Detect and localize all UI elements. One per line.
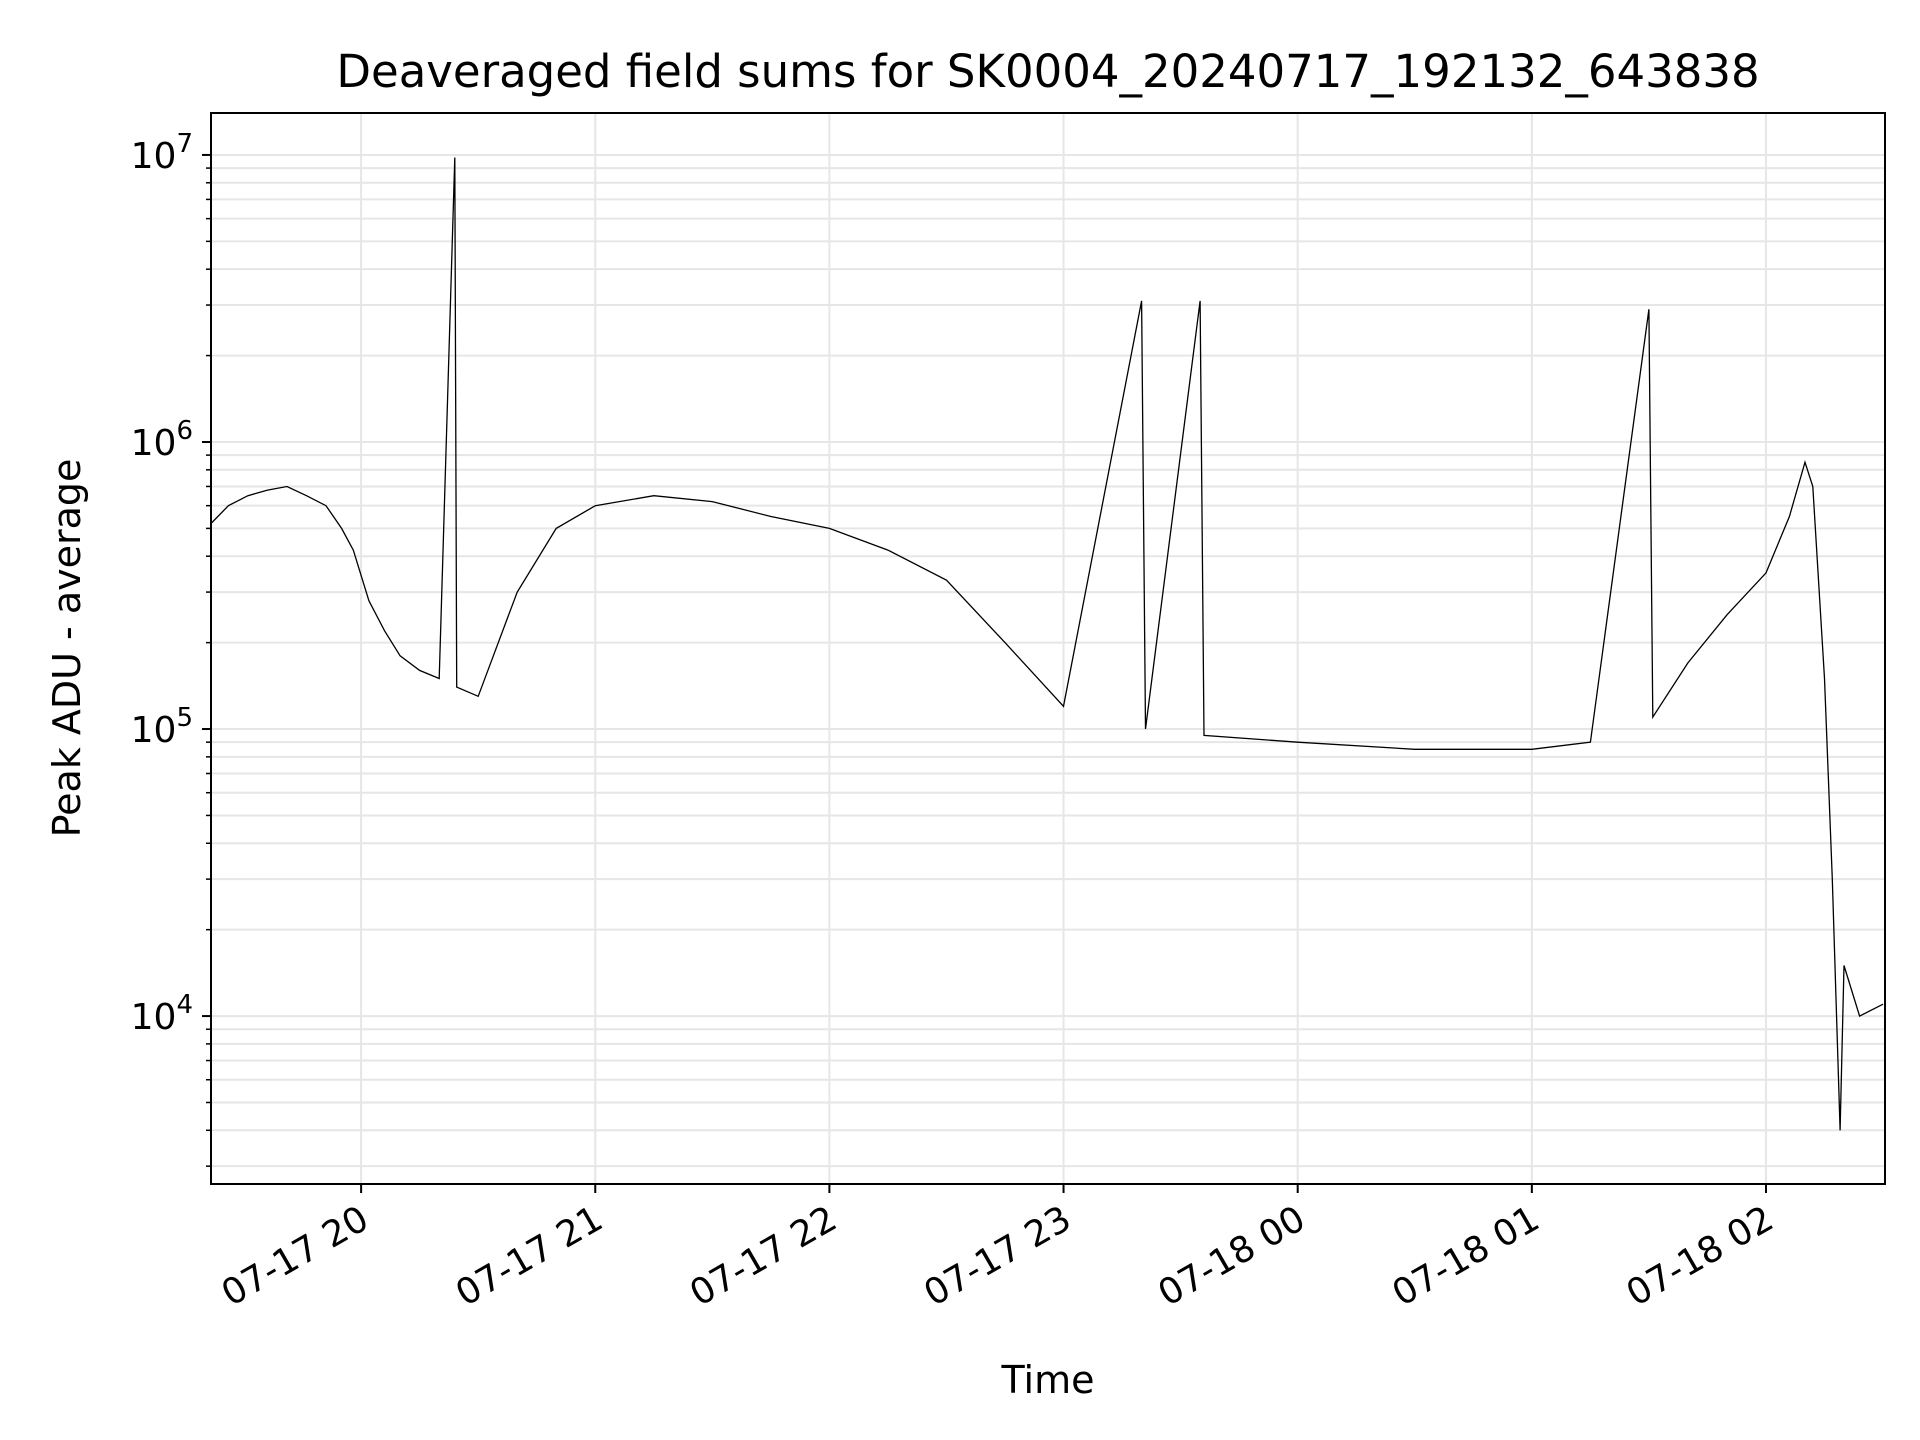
x-tick-label: 07-17 20 — [215, 1198, 376, 1314]
axis-layer — [210, 112, 1886, 1185]
y-tick-label: 104 — [131, 990, 193, 1038]
x-axis-label: Time — [1001, 1358, 1095, 1402]
x-tick-label: 07-18 01 — [1386, 1198, 1547, 1314]
x-tick-label: 07-17 23 — [917, 1198, 1078, 1314]
tick-layer: 104 105 106 107 07-17 20 07-17 21 07-17 22 07-1… — [131, 129, 1781, 1315]
y-tick-label: 106 — [131, 416, 193, 464]
y-tick-label: 105 — [131, 703, 193, 751]
x-tick-label: 07-17 22 — [683, 1198, 844, 1314]
grid-layer — [211, 113, 1885, 1184]
y-tick-label: 107 — [131, 129, 193, 177]
x-tick-label: 07-17 21 — [449, 1198, 610, 1314]
y-axis-label: Peak ADU - average — [45, 459, 89, 838]
x-tick-label: 07-18 02 — [1620, 1198, 1781, 1314]
data-layer — [210, 157, 1884, 1131]
plot-frame — [210, 112, 1886, 1185]
x-tick-label: 07-18 00 — [1152, 1198, 1313, 1314]
series-line — [210, 157, 1884, 1131]
chart-title: Deaveraged field sums for SK0004_2024071… — [336, 45, 1759, 98]
